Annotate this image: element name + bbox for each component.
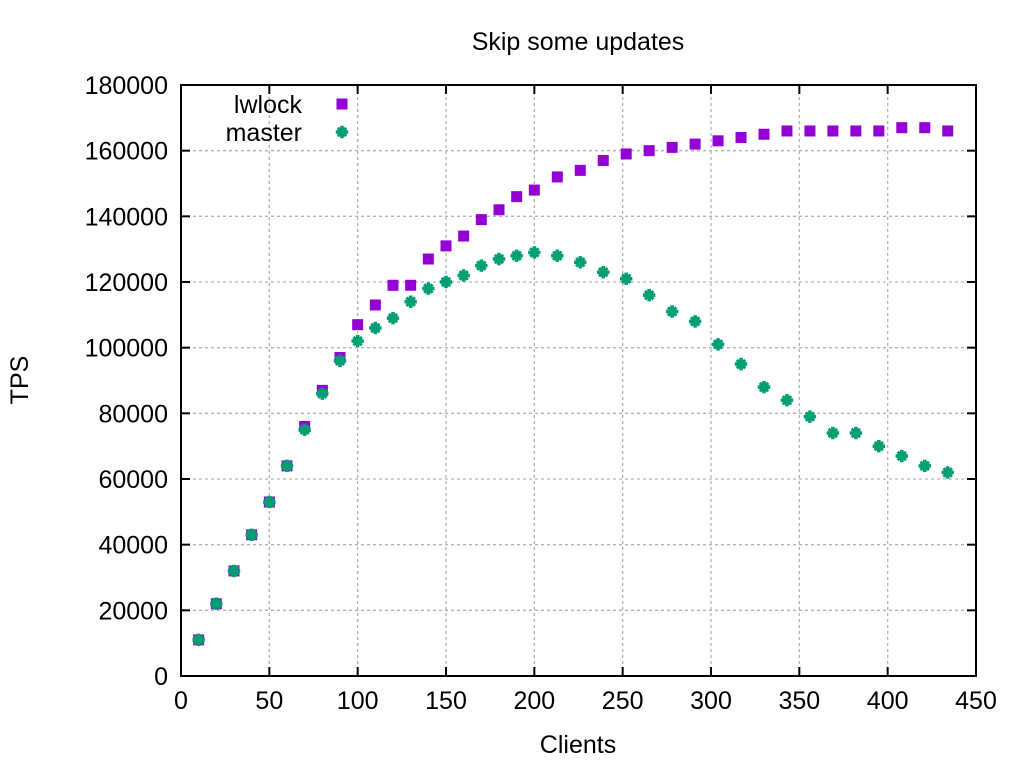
y-tick-label: 80000 xyxy=(98,400,168,428)
chart-title: Skip some updates xyxy=(472,28,685,56)
x-axis-label: Clients xyxy=(540,731,616,759)
legend-marker-lwlock xyxy=(336,98,348,110)
y-tick-label: 60000 xyxy=(98,466,168,494)
legend-label-lwlock: lwlock xyxy=(234,91,303,119)
y-tick-label: 40000 xyxy=(98,532,168,560)
series-points xyxy=(192,122,954,647)
y-tick-labels: 0 20000 40000 60000 80000 100000 120000 140000 1… xyxy=(85,72,168,691)
x-tick-label: 50 xyxy=(255,687,283,715)
x-tick-label: 100 xyxy=(337,687,379,715)
y-tick-label: 20000 xyxy=(98,597,168,625)
legend-marker-master xyxy=(335,125,349,139)
x-tick-label: 450 xyxy=(955,687,997,715)
y-tick-label: 160000 xyxy=(85,138,168,166)
legend: lwlock master xyxy=(226,91,349,147)
series-master xyxy=(192,246,954,647)
y-tick-label: 140000 xyxy=(85,203,168,231)
x-tick-label: 200 xyxy=(513,687,555,715)
y-tick-label: 180000 xyxy=(85,72,168,100)
y-axis-label: TPS xyxy=(6,356,34,405)
x-tick-label: 0 xyxy=(174,687,188,715)
x-tick-label: 300 xyxy=(690,687,732,715)
series-lwlock xyxy=(193,122,954,646)
x-tick-label: 250 xyxy=(602,687,644,715)
y-tick-label: 0 xyxy=(154,663,168,691)
x-tick-label: 400 xyxy=(867,687,909,715)
x-tick-label: 150 xyxy=(425,687,467,715)
y-tick-label: 100000 xyxy=(85,335,168,363)
x-tick-label: 350 xyxy=(778,687,820,715)
legend-label-master: master xyxy=(226,119,302,147)
axis-ticks xyxy=(180,84,977,677)
plot-border xyxy=(180,84,977,677)
x-tick-labels: 0 50 100 150 200 250 300 350 400 450 xyxy=(174,687,997,715)
y-tick-label: 120000 xyxy=(85,269,168,297)
